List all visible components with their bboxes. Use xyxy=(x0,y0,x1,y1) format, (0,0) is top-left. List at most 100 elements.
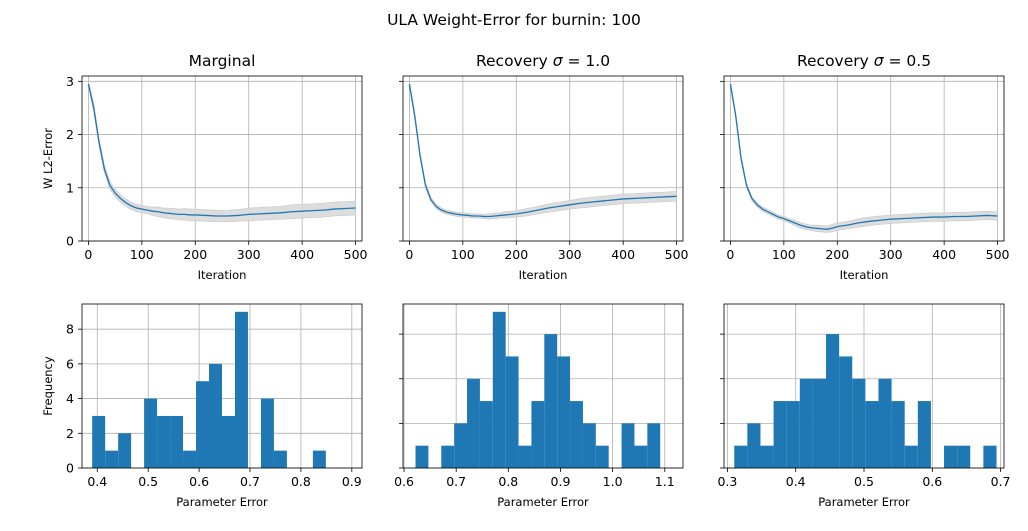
x-tick-label: 400 xyxy=(290,247,314,262)
histogram-bar xyxy=(441,445,455,468)
x-tick-label: 1.1 xyxy=(655,474,675,489)
histogram-bar xyxy=(92,415,106,468)
chart-panel-2: 0 100 200 300 400 500 Iteration Recovery σ = 1.… xyxy=(399,52,689,282)
subplot-title: Marginal xyxy=(189,52,256,70)
axes-frame xyxy=(81,75,363,242)
chart-panel-4: 0.4 0.5 0.6 0.7 0.8 0.9 0 2 4 6 8 Parameter Error Fr… xyxy=(41,303,363,509)
histogram-bar xyxy=(196,381,210,468)
chart-panel-3: 0 100 200 300 400 500 Iteration Recovery σ = 0.… xyxy=(720,52,1010,282)
histogram-bar xyxy=(454,423,468,468)
histogram-bar xyxy=(839,356,853,468)
error-band xyxy=(88,81,356,223)
histogram-bar xyxy=(467,378,480,468)
x-tick-label: 0.4 xyxy=(786,474,806,489)
x-tick-label: 0.9 xyxy=(551,474,571,489)
histogram-bar xyxy=(209,363,222,468)
x-tick-label: 0.7 xyxy=(446,474,466,489)
histogram-bar xyxy=(621,423,635,468)
histogram-bar xyxy=(260,398,274,468)
axes-frame xyxy=(723,75,1005,242)
histogram-bar xyxy=(595,445,609,468)
mean-error-line xyxy=(408,83,677,218)
histogram-bar xyxy=(118,433,132,468)
x-tick-label: 0.6 xyxy=(922,474,942,489)
x-axis-label: Parameter Error xyxy=(497,495,589,509)
histogram-bar xyxy=(273,450,287,468)
sigma-symbol: σ xyxy=(553,52,564,70)
histogram-bar xyxy=(799,378,813,468)
x-tick-label: 0.8 xyxy=(291,474,311,489)
histogram-bar xyxy=(852,378,866,468)
x-tick-label: 0 xyxy=(405,247,413,262)
histogram-bar xyxy=(878,378,892,468)
chart-panel-6: 0.3 0.4 0.5 0.6 0.7 Parameter Error xyxy=(717,303,1011,509)
y-axis-label: W L2-Error xyxy=(41,128,55,189)
y-tick-label: 0 xyxy=(66,461,74,476)
histogram-bar xyxy=(773,401,787,468)
histogram-bar xyxy=(144,398,158,468)
x-tick-label: 300 xyxy=(237,247,261,262)
histogram-bar xyxy=(557,356,571,468)
sigma-symbol: σ xyxy=(874,52,885,70)
histogram-bar xyxy=(983,445,997,468)
axes-frame xyxy=(81,303,363,469)
x-tick-label: 300 xyxy=(879,247,903,262)
x-axis-label: Iteration xyxy=(519,268,568,282)
histogram-bar xyxy=(492,311,506,468)
x-axis-label: Parameter Error xyxy=(176,495,268,509)
x-tick-label: 0.7 xyxy=(240,474,260,489)
subplot-title: Recovery σ = 0.5 xyxy=(797,52,931,70)
y-tick-label: 8 xyxy=(66,322,74,337)
histogram-bar xyxy=(812,378,827,468)
y-tick-label: 4 xyxy=(66,391,74,406)
x-tick-label: 500 xyxy=(665,247,689,262)
histogram-bar xyxy=(826,334,840,468)
histogram-bar xyxy=(183,450,197,468)
histogram-bar xyxy=(415,445,429,468)
axes-frame xyxy=(402,75,684,242)
x-tick-label: 0.4 xyxy=(87,474,107,489)
x-axis-label: Parameter Error xyxy=(818,495,910,509)
x-tick-label: 200 xyxy=(504,247,528,262)
histogram-bar xyxy=(747,423,761,468)
histogram-bar xyxy=(582,423,596,468)
histogram-bar xyxy=(234,311,248,468)
x-tick-label: 400 xyxy=(932,247,956,262)
x-tick-label: 0.9 xyxy=(342,474,362,489)
x-tick-label: 0.5 xyxy=(138,474,158,489)
x-tick-label: 100 xyxy=(772,247,796,262)
histogram-bar xyxy=(505,356,519,468)
x-axis-label: Iteration xyxy=(840,268,889,282)
histogram-bar xyxy=(944,445,958,468)
x-tick-label: 500 xyxy=(344,247,368,262)
x-tick-label: 0 xyxy=(84,247,92,262)
histogram-bar xyxy=(865,401,879,468)
mean-error-line xyxy=(729,83,998,230)
histogram-bar xyxy=(479,401,493,468)
histogram-bar xyxy=(170,415,184,468)
histogram-bar xyxy=(312,450,326,468)
subplot-title: Recovery σ = 1.0 xyxy=(476,52,610,70)
x-tick-label: 400 xyxy=(611,247,635,262)
histogram-bar xyxy=(518,445,532,468)
x-tick-label: 0 xyxy=(726,247,734,262)
histogram-bar xyxy=(760,445,774,468)
error-band xyxy=(730,81,998,233)
histogram-bar xyxy=(634,445,648,468)
histogram-bar xyxy=(957,445,971,468)
x-tick-label: 0.7 xyxy=(991,474,1011,489)
chart-panel-1: 0 100 200 300 400 500 0 1 2 3 Iteration W L2-Error M… xyxy=(41,52,368,282)
y-tick-label: 3 xyxy=(66,74,74,89)
x-tick-label: 0.3 xyxy=(717,474,737,489)
histogram-bar xyxy=(904,445,918,468)
y-tick-label: 0 xyxy=(66,234,74,249)
x-tick-label: 100 xyxy=(451,247,475,262)
histogram-bar xyxy=(531,401,545,468)
histogram-bar xyxy=(917,401,931,468)
y-tick-label: 6 xyxy=(66,356,74,371)
y-tick-label: 1 xyxy=(66,180,74,195)
x-tick-label: 300 xyxy=(558,247,582,262)
x-tick-label: 200 xyxy=(825,247,849,262)
histogram-bar xyxy=(157,415,171,468)
